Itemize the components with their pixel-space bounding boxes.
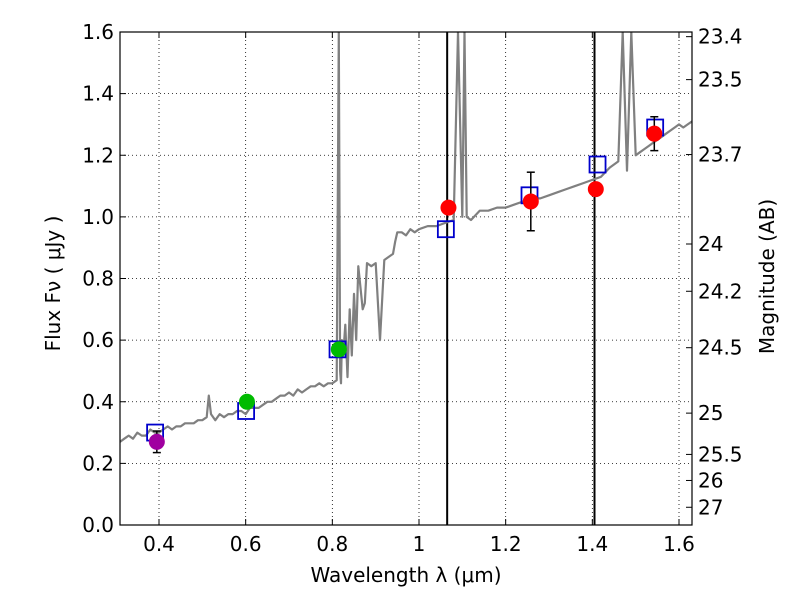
y2-tick-label: 25: [698, 401, 723, 425]
y-tick-label: 0.2: [82, 451, 114, 475]
y2-tick-label: 26: [698, 468, 723, 492]
y-tick-label: 1.2: [82, 143, 114, 167]
x-tick-label: 0.6: [230, 532, 262, 556]
y2-tick-label: 25.5: [698, 442, 743, 466]
observed-photometry-layer: [148, 115, 663, 454]
observed-point-I: [330, 341, 347, 358]
plot-frame: [119, 31, 693, 526]
y2-tick-label: 24: [698, 232, 723, 256]
vertical-lines: [446, 32, 596, 525]
y2-tick-label: 24.5: [698, 336, 743, 360]
model-photometry-square: [436, 220, 455, 239]
observed-point-R: [238, 393, 255, 410]
observed-point-J: [522, 193, 539, 210]
y-tick-label: 1.4: [82, 82, 114, 106]
x-axis-label: Wavelength λ (μm): [310, 563, 501, 587]
y-tick-label: 0.6: [82, 328, 114, 352]
y2-tick-label: 27: [698, 495, 723, 519]
observed-point-H: [646, 125, 663, 142]
y2-tick-label: 23.7: [698, 143, 743, 167]
x-tick-label: 1: [413, 532, 426, 556]
model-photometry-layer: [146, 118, 665, 442]
y-tick-label: 1.6: [82, 20, 114, 44]
y-tick-label: 0.0: [82, 513, 114, 537]
y2-axis-label: Magnitude (AB): [755, 199, 779, 354]
y-tick-label: 1.0: [82, 205, 114, 229]
y2-tick-label: 23.5: [698, 68, 743, 92]
y-tick-label: 0.4: [82, 390, 114, 414]
model-photometry-square: [588, 155, 607, 174]
x-tick-label: 1.6: [663, 532, 695, 556]
grid: [120, 31, 692, 526]
observed-point-JH: [587, 181, 604, 198]
ticks: 0.4 0.6 0.8 1 1.2 1.4 1.6 0.0 0.2 0.4 0.6 0.8 1.0 1.2…: [82, 20, 742, 556]
y2-tick-label: 24.2: [698, 279, 743, 303]
x-tick-label: 0.4: [143, 532, 175, 556]
y2-tick-label: 23.4: [698, 25, 743, 49]
x-tick-label: 0.8: [316, 532, 348, 556]
model-spectrum-line: [120, 32, 692, 443]
x-tick-label: 1.4: [576, 532, 608, 556]
y-axis-label: Flux Fν ( μJy ): [41, 216, 65, 352]
observed-point-Y: [440, 199, 457, 216]
y-tick-label: 0.8: [82, 267, 114, 291]
observed-point-B: [148, 433, 165, 450]
model-spectrum-layer: [120, 32, 692, 443]
x-tick-label: 1.2: [490, 532, 522, 556]
